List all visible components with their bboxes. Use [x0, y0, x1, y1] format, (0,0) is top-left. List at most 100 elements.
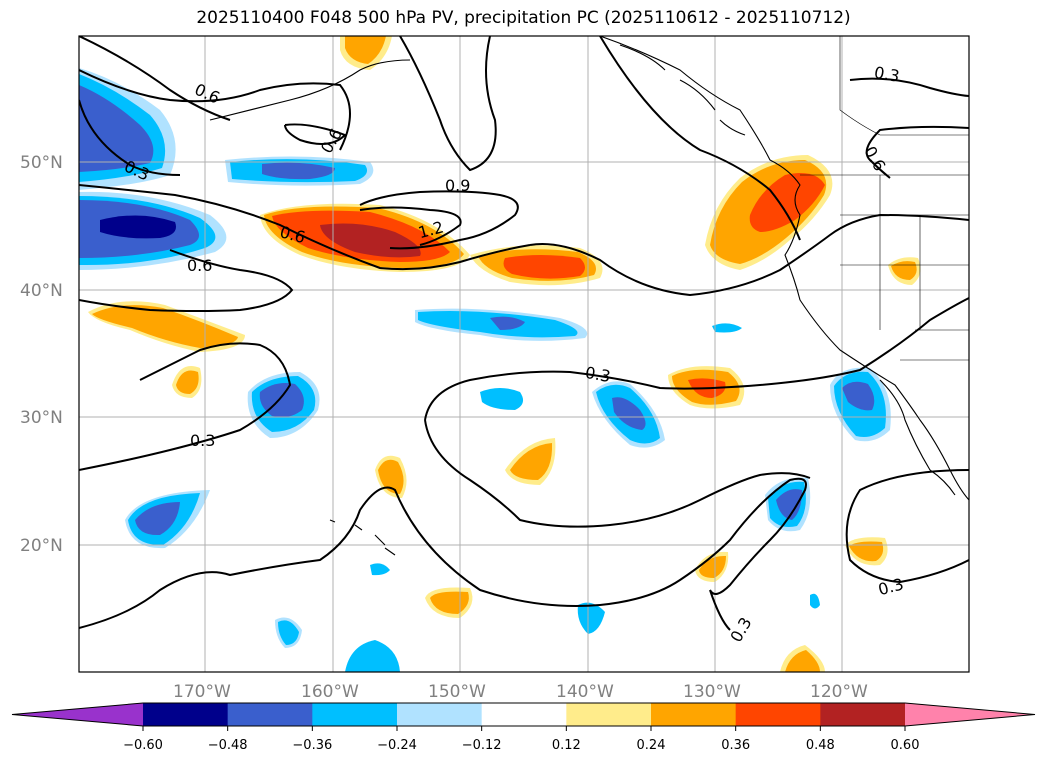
contour-label: 0.6	[317, 125, 346, 157]
map-title: 2025110400 F048 500 hPa PV, precipitatio…	[196, 8, 851, 28]
coastline-baja	[879, 379, 956, 496]
colorbar-segment	[143, 703, 229, 726]
precip-blob-small-east	[712, 323, 742, 333]
contour-label: 0.3	[190, 431, 215, 450]
colorbar-tick-label: −0.36	[292, 738, 332, 753]
colorbar-segment	[397, 703, 483, 726]
contour-label: 0.3	[873, 63, 901, 86]
pv-contour-line	[79, 477, 807, 631]
lat-label: 40°N	[20, 281, 63, 301]
contour-label: 0.3	[584, 363, 612, 386]
precip-blob-se-small-mid	[699, 555, 726, 578]
colorbar-tick-label: 0.24	[637, 738, 666, 753]
contour-label: 0.6	[187, 256, 212, 275]
colorbar-extend-low	[12, 703, 143, 726]
lon-label: 130°W	[683, 682, 741, 702]
precip-blob-mid-small	[480, 388, 524, 410]
pv-contour-line	[359, 190, 519, 250]
colorbar: −0.60 −0.48 −0.36 −0.24 −0.12 0.12 0.24 0.36 0.4…	[11, 702, 1036, 753]
precip-blob-east-diagonal-core	[612, 397, 646, 430]
coastline-aleutians	[209, 59, 411, 121]
precip-blob-south-small-2	[577, 602, 605, 634]
precip-blob-south-small-1-mid	[278, 620, 299, 645]
colorbar-tick-label: −0.48	[208, 738, 248, 753]
lon-label: 160°W	[301, 682, 359, 702]
lat-label: 50°N	[20, 153, 63, 173]
pv-contour-line	[399, 36, 497, 172]
precip-blob-south-small-3	[345, 640, 400, 672]
precip-blob-jet-extension-core	[503, 255, 585, 279]
colorbar-extend-high	[905, 703, 1035, 726]
colorbar-segment	[820, 703, 906, 726]
lon-label: 150°W	[428, 682, 486, 702]
precip-blob-sw-core	[135, 502, 180, 536]
pv-contour-line	[424, 297, 969, 421]
border-us-states	[840, 175, 969, 331]
pv-contour-line	[79, 99, 181, 176]
precip-blob-south-small-5	[810, 593, 820, 609]
colorbar-segment	[566, 703, 652, 726]
pv-contour-line	[79, 69, 531, 271]
precip-blob-hawaii-orange-mid	[378, 459, 404, 494]
precip-blob-coast-calif-core	[842, 381, 875, 411]
border-canada-alaska	[839, 36, 969, 136]
pv-contour-line	[79, 36, 231, 121]
colorbar-tick-label: −0.12	[462, 738, 502, 753]
colorbar-segment	[735, 703, 821, 726]
colorbar-segment	[227, 703, 313, 726]
contour-label: 0.3	[726, 614, 755, 646]
coastline-hawaii	[329, 519, 396, 556]
precip-blob-central-strip-core	[490, 316, 525, 330]
colorbar-tick-label: 0.36	[721, 738, 750, 753]
lon-label: 170°W	[173, 682, 231, 702]
precip-blob-north-top-mid	[345, 36, 386, 64]
coastline-north-america	[599, 36, 969, 501]
colorbar-tick-label: −0.24	[377, 738, 417, 753]
precip-blob-south-east-bottom-mid	[785, 650, 820, 672]
negative-precip-areas	[79, 68, 891, 672]
lat-label: 30°N	[20, 408, 63, 428]
pv-contour-line	[284, 123, 347, 145]
contour-label: 0.6	[192, 80, 223, 108]
precip-blob-north-strip-core	[262, 162, 335, 180]
graticule	[79, 36, 969, 672]
precip-blob-east-inland-mid	[891, 261, 917, 280]
pv-contour-line	[359, 206, 462, 246]
colorbar-segment	[651, 703, 737, 726]
latitude-labels: 50°N 40°N 30°N 20°N	[20, 153, 63, 556]
colorbar-segment	[481, 703, 567, 726]
precip-blob-central-orange-mid	[510, 443, 553, 480]
coastlines	[209, 36, 969, 556]
precip-blob-west-orange-mid	[92, 305, 238, 348]
pv-contour-line	[79, 249, 294, 312]
colorbar-tick-label: −0.60	[123, 738, 163, 753]
precipitation-field	[79, 36, 921, 672]
map-frame	[78, 35, 970, 673]
pv-contour-line	[79, 342, 292, 471]
pv-contour-line	[529, 213, 969, 297]
contour-label: 0.6	[860, 143, 889, 175]
colorbar-segment	[312, 703, 398, 726]
pv-contour-labels: 0.6 0.6 0.3 0.9 1.2 0.6 0.6 0.3 0.3 0.3 …	[121, 63, 905, 646]
precip-blob-nw-corner-core	[79, 85, 154, 172]
pv-contours	[79, 36, 969, 631]
colorbar-tick-label: 0.48	[806, 738, 835, 753]
precip-blob-se-east-core	[776, 489, 802, 520]
precip-blob-south-small-4	[370, 563, 390, 576]
lat-label: 20°N	[20, 536, 63, 556]
pv-contour-line	[424, 419, 811, 528]
colorbar-tick-label: 0.60	[891, 738, 920, 753]
lon-label: 140°W	[556, 682, 614, 702]
positive-precip-areas	[88, 36, 921, 672]
lon-label: 120°W	[810, 682, 868, 702]
contour-label: 0.9	[445, 176, 470, 195]
precip-blob-west-band-min	[100, 215, 176, 239]
coastline-alaska-islands	[619, 44, 746, 136]
precip-blob-small-west-1-mid	[176, 370, 199, 394]
pv-contour-line	[599, 36, 801, 241]
pv-contour-line	[849, 77, 969, 179]
precip-blob-se-orange-mid	[849, 541, 884, 562]
pv-contour-line	[845, 469, 969, 584]
colorbar-tick-label: 0.12	[552, 738, 581, 753]
